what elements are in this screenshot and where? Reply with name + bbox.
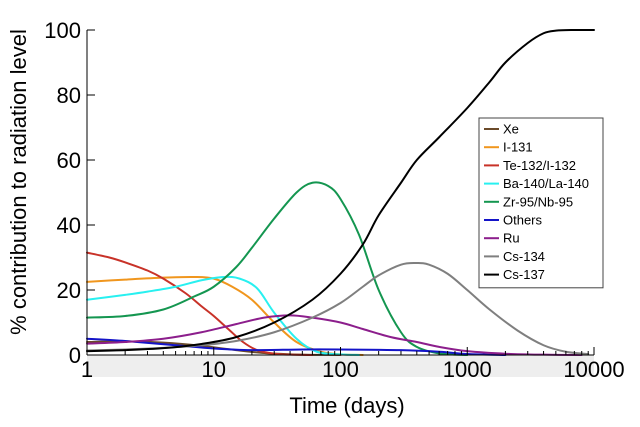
y-tick-label: 0: [69, 343, 81, 368]
series-line-zr-95-nb-95: [86, 181, 469, 356]
x-axis-band: [87, 355, 594, 377]
legend-label-cs-137: Cs-137: [503, 267, 545, 282]
legend-label-cs-134: Cs-134: [503, 249, 545, 264]
plot-area: [86, 28, 595, 377]
series-line-ba-140-la-140: [86, 275, 361, 356]
y-tick-label: 100: [44, 18, 81, 43]
x-tick-label: 100: [322, 357, 359, 382]
y-tick-label: 40: [57, 213, 81, 238]
y-axis-title: % contribution to radiation level: [6, 29, 31, 335]
x-tick-label: 1: [81, 357, 93, 382]
y-axis: 0 20 40 60 80 100: [44, 18, 95, 368]
legend-label-zr-95-nb-95: Zr-95/Nb-95: [503, 194, 573, 209]
legend-label-others: Others: [503, 213, 543, 228]
x-axis: 1 10 100 1000 10000: [81, 347, 625, 382]
legend-label-i-131: I-131: [503, 140, 533, 155]
x-tick-label: 10: [202, 357, 226, 382]
legend: Xe I-131 Te-132/I-132 Ba-140/La-140 Zr-95/Nb…: [478, 117, 604, 289]
series-line-cs-134: [86, 261, 590, 356]
x-tick-label: 10000: [563, 357, 624, 382]
legend-box: [478, 117, 604, 289]
x-axis-title: Time (days): [289, 393, 404, 418]
y-tick-label: 20: [57, 278, 81, 303]
series-line-cs-137: [86, 28, 595, 353]
legend-label-xe: Xe: [503, 122, 519, 137]
series-line-te-132-i-132: [86, 251, 314, 356]
series-line-ru: [86, 314, 583, 356]
y-tick-label: 60: [57, 148, 81, 173]
x-tick-label: 1000: [443, 357, 492, 382]
legend-label-ba-140-la-140: Ba-140/La-140: [503, 176, 589, 191]
legend-label-te-132-i-132: Te-132/I-132: [503, 158, 576, 173]
y-tick-label: 80: [57, 83, 81, 108]
legend-label-ru: Ru: [503, 231, 520, 246]
